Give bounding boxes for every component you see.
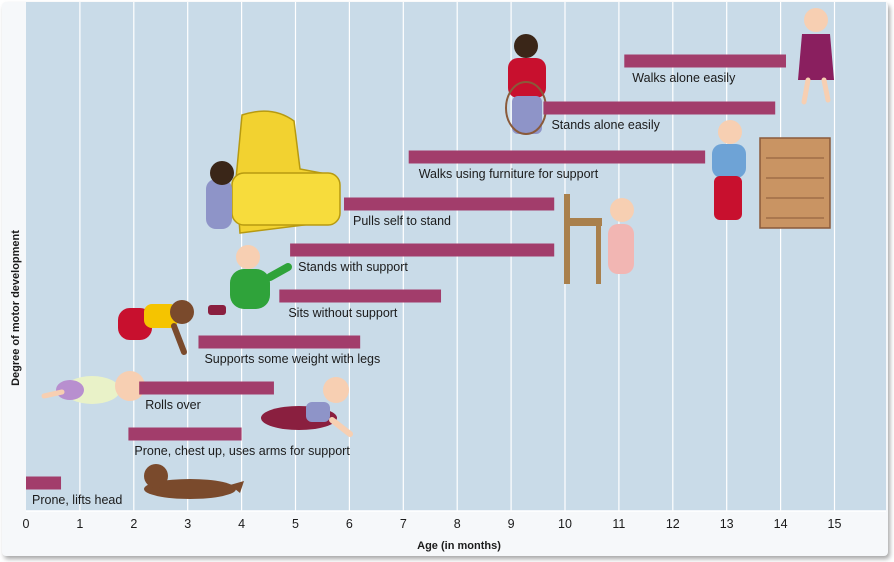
milestone-label: Walks using furniture for support [419,167,599,181]
x-tick-label: 6 [346,517,353,531]
x-tick-label: 7 [400,517,407,531]
milestone-bar [408,150,706,164]
milestone-bar [139,381,274,395]
milestone: Pulls self to stand [344,197,555,228]
x-tick-label: 10 [558,517,572,531]
milestone-label: Walks alone easily [632,71,736,85]
milestone-label: Supports some weight with legs [204,352,380,366]
milestone: Rolls over [139,381,274,412]
x-tick-label: 13 [720,517,734,531]
x-tick-label: 5 [292,517,299,531]
milestone: Prone, chest up, uses arms for support [128,427,350,458]
motor-development-chart: Prone, lifts head Prone, chest up, uses a… [10,2,886,552]
milestone: Sits without support [279,289,442,320]
milestone-label: Prone, chest up, uses arms for support [134,444,350,458]
milestone-bar [26,476,62,490]
milestone-bar [128,427,242,441]
infant-prone-chest-up [261,377,353,437]
milestone: Supports some weight with legs [198,335,380,366]
milestone: Walks alone easily [624,54,786,85]
x-tick-label: 14 [774,517,788,531]
milestone-label: Sits without support [288,306,398,320]
infant-supporting-weight-crawling [118,300,194,355]
x-tick-label: 8 [454,517,461,531]
milestone-label: Pulls self to stand [353,214,451,228]
milestone-bar [290,243,555,257]
x-axis-ticks: 0 1 2 3 4 5 6 7 8 9 10 11 12 13 14 15 [23,517,842,531]
milestone-bar [344,197,555,211]
milestone-bar [198,335,361,349]
toddler-holding-hoop [505,34,547,135]
milestone: Walks using furniture for support [408,150,706,181]
milestone: Prone, lifts head [26,476,122,507]
milestone-bars: Prone, lifts head Prone, chest up, uses a… [26,54,786,507]
toddler-with-chair [564,194,634,284]
x-tick-label: 2 [130,517,137,531]
milestone-bar [624,54,786,68]
infant-at-armchair [206,110,341,234]
x-tick-label: 12 [666,517,680,531]
x-tick-label: 3 [184,517,191,531]
milestone-label: Stands with support [298,260,408,274]
milestone-label: Rolls over [145,398,201,412]
infant-sitting [208,245,292,315]
x-tick-label: 9 [508,517,515,531]
x-tick-label: 1 [76,517,83,531]
toddler-walking [798,8,834,105]
milestone-label: Stands alone easily [551,118,660,132]
x-tick-label: 15 [828,517,842,531]
x-axis-title: Age (in months) [417,540,501,552]
x-tick-label: 0 [23,517,30,531]
milestone: Stands with support [290,243,555,274]
illustrations [41,8,834,499]
toddler-at-dresser [712,120,831,229]
infant-rolling-over [41,371,145,404]
milestone: Stands alone easily [543,101,776,132]
y-axis-title: Degree of motor development [10,230,22,386]
figure-frame: Prone, lifts head Prone, chest up, uses a… [2,2,888,556]
x-tick-label: 11 [612,517,625,531]
milestone-label: Prone, lifts head [32,493,122,507]
infant-prone-lifting-head [144,464,244,499]
milestone-bar [279,289,442,303]
milestone-bar [543,101,776,115]
x-tick-label: 4 [238,517,245,531]
